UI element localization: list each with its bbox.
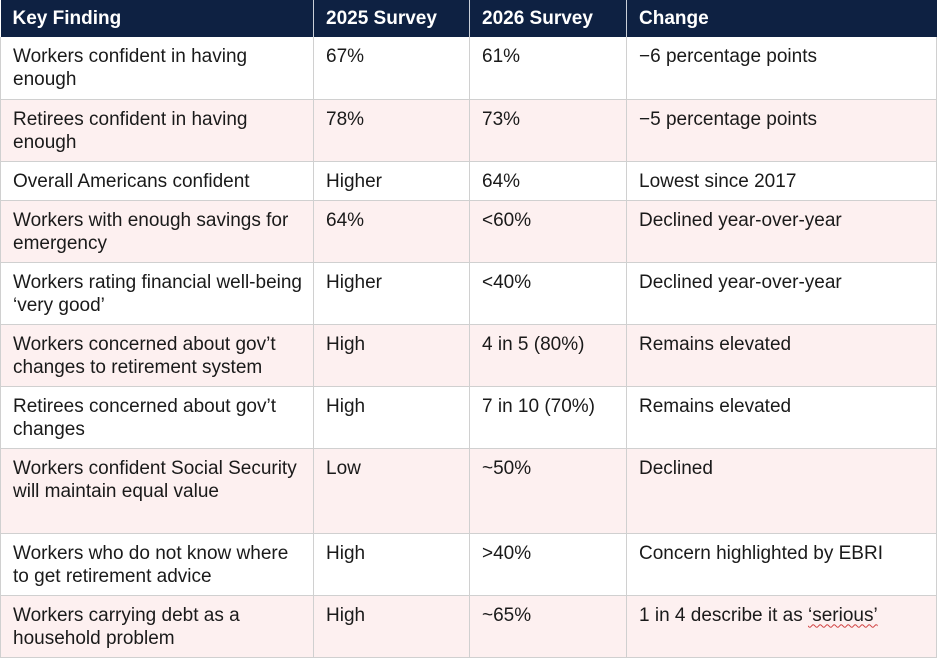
cell-2026: <40%: [469, 262, 627, 325]
cell-2025: High: [313, 595, 470, 658]
cell-2026: 73%: [469, 99, 627, 162]
cell-2026: <60%: [469, 200, 627, 263]
cell-2025: High: [313, 533, 470, 596]
cell-finding: Overall Americans confident: [0, 161, 314, 201]
cell-2025: High: [313, 324, 470, 387]
cell-2026: 64%: [469, 161, 627, 201]
cell-finding: Workers rating financial well-being ‘ver…: [0, 262, 314, 325]
cell-finding: Workers confident in having enough: [0, 37, 314, 100]
table-row: Retirees concerned about gov’t changes H…: [0, 386, 937, 449]
header-2025-survey: 2025 Survey: [313, 0, 470, 37]
cell-2025: 78%: [313, 99, 470, 162]
cell-2026: 61%: [469, 37, 627, 100]
cell-2025: High: [313, 386, 470, 449]
cell-2025: Higher: [313, 262, 470, 325]
cell-2025: Higher: [313, 161, 470, 201]
cell-2026: ~65%: [469, 595, 627, 658]
change-text: 1 in 4 describe it as: [639, 604, 808, 626]
table-row: Workers rating financial well-being ‘ver…: [0, 262, 937, 325]
spellcheck-flagged-word: ‘serious’: [807, 604, 878, 626]
cell-2025: 67%: [313, 37, 470, 100]
cell-change: Declined year-over-year: [626, 200, 937, 263]
cell-2026: ~50%: [469, 448, 627, 534]
cell-2025: Low: [313, 448, 470, 534]
header-2026-survey: 2026 Survey: [469, 0, 627, 37]
cell-change: Concern highlighted by EBRI: [626, 533, 937, 596]
table-row: Retirees confident in having enough 78% …: [0, 99, 937, 162]
cell-change: Declined: [626, 448, 937, 534]
table-row: Overall Americans confident Higher 64% L…: [0, 161, 937, 201]
table-row: Workers with enough savings for emergenc…: [0, 200, 937, 263]
cell-2025: 64%: [313, 200, 470, 263]
cell-change: −5 percentage points: [626, 99, 937, 162]
cell-change: −6 percentage points: [626, 37, 937, 100]
header-row: Key Finding 2025 Survey 2026 Survey Chan…: [0, 0, 937, 37]
cell-2026: >40%: [469, 533, 627, 596]
cell-finding: Workers carrying debt as a household pro…: [0, 595, 314, 658]
header-change: Change: [626, 0, 937, 37]
cell-change: Lowest since 2017: [626, 161, 937, 201]
table-row: Workers carrying debt as a household pro…: [0, 595, 937, 658]
cell-finding: Workers confident Social Security will m…: [0, 448, 314, 534]
table-row: Workers who do not know where to get ret…: [0, 533, 937, 596]
table-row: Workers confident Social Security will m…: [0, 448, 937, 534]
cell-change: Declined year-over-year: [626, 262, 937, 325]
cell-finding: Retirees confident in having enough: [0, 99, 314, 162]
table-row: Workers confident in having enough 67% 6…: [0, 37, 937, 100]
cell-change: Remains elevated: [626, 386, 937, 449]
cell-2026: 7 in 10 (70%): [469, 386, 627, 449]
cell-change: Remains elevated: [626, 324, 937, 387]
cell-finding: Retirees concerned about gov’t changes: [0, 386, 314, 449]
header-key-finding: Key Finding: [0, 0, 314, 37]
cell-finding: Workers who do not know where to get ret…: [0, 533, 314, 596]
cell-finding: Workers concerned about gov’t changes to…: [0, 324, 314, 387]
table-row: Workers concerned about gov’t changes to…: [0, 324, 937, 387]
cell-finding: Workers with enough savings for emergenc…: [0, 200, 314, 263]
cell-2026: 4 in 5 (80%): [469, 324, 627, 387]
cell-change: 1 in 4 describe it as ‘serious’: [626, 595, 937, 658]
